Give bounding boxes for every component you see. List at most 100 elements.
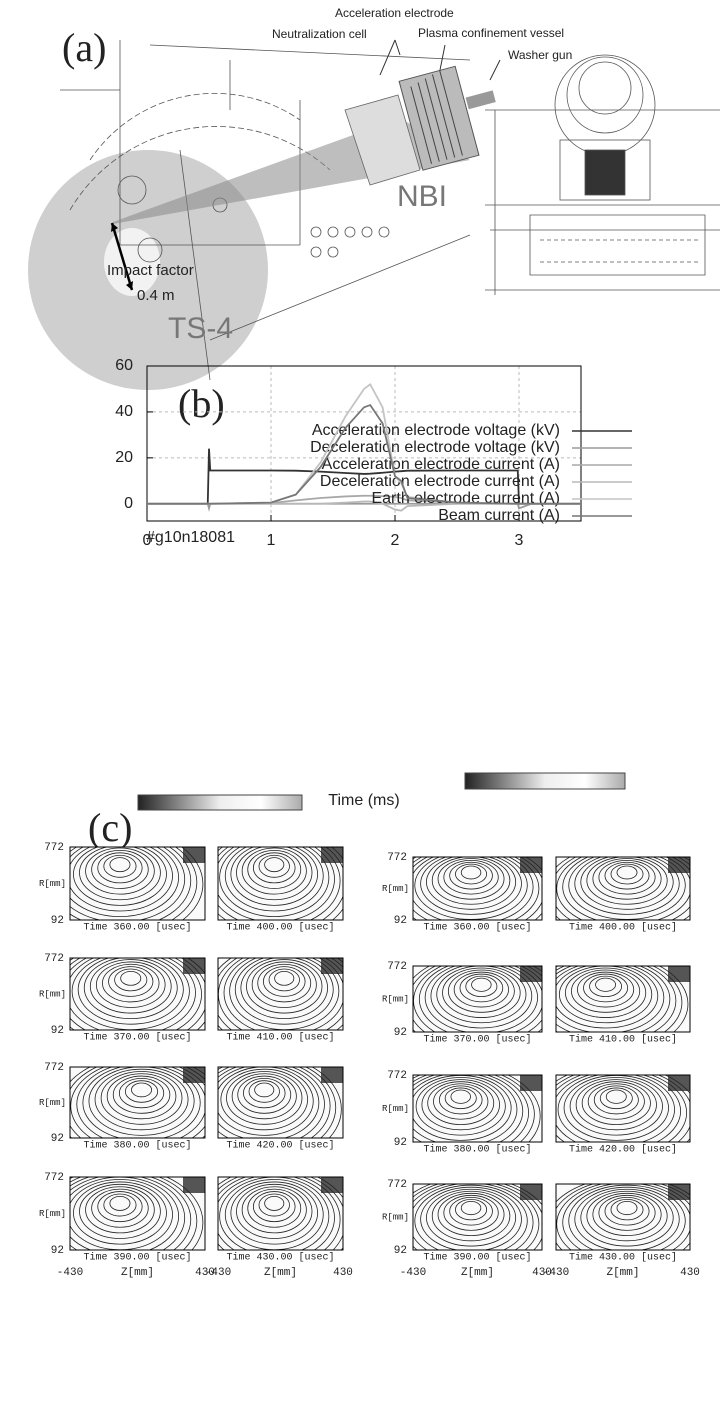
contour-line — [230, 1181, 319, 1245]
r-tick-label: 772 — [387, 1179, 407, 1191]
contour-line — [471, 977, 492, 992]
legend-label: Acceleration electrode current (A) — [322, 456, 560, 473]
contour-line — [237, 1075, 292, 1114]
legend-label: Deceleration electrode voltage (kV) — [310, 439, 560, 456]
contour-line — [414, 1184, 528, 1250]
legend-label: Earth electrode current (A) — [371, 490, 560, 507]
panel-label: (a) — [62, 25, 106, 70]
x-axis-label: Time (ms) — [328, 792, 399, 809]
contour-line — [88, 1067, 195, 1136]
contour-line — [443, 860, 499, 895]
r-tick-label: 92 — [394, 915, 407, 927]
r-axis-label: R[mm] — [39, 1209, 66, 1219]
r-tick-label: 92 — [51, 1245, 64, 1257]
r-tick-label: 772 — [387, 852, 407, 864]
contour-line — [118, 1077, 165, 1109]
contour-line — [242, 1077, 286, 1109]
contour-line — [125, 1080, 159, 1103]
contour-line — [558, 966, 653, 1024]
contour-line — [219, 847, 330, 917]
contour-plot — [556, 966, 690, 1032]
contour-line — [450, 1089, 471, 1104]
time-label: Time 430.00 [usec] — [226, 1252, 334, 1264]
contour-line — [112, 1075, 171, 1114]
contour-line — [442, 967, 521, 1018]
contour-line — [449, 861, 493, 890]
contour-line — [556, 966, 665, 1032]
contour-line — [413, 1075, 518, 1142]
z-tick-label: -430 — [205, 1267, 231, 1279]
contour-line — [595, 977, 617, 992]
z-axis-label: Z[mm] — [121, 1267, 154, 1279]
time-label: Time 360.00 [usec] — [423, 922, 531, 934]
contour-line — [70, 1177, 204, 1250]
contour-line — [568, 1184, 686, 1250]
contour-line — [85, 1186, 155, 1234]
contour-line — [556, 1184, 690, 1250]
contour-line — [571, 969, 641, 1013]
contour-line — [605, 1089, 627, 1104]
contour-plot — [70, 958, 205, 1030]
contour-panels: Time 360.00 [usec] 772 92 R[mm] Time 370.00 … — [39, 842, 700, 1279]
annotation: Neutralization cell — [272, 27, 367, 41]
contour-line — [420, 1186, 522, 1250]
contour-line — [224, 847, 324, 912]
contour-plot — [218, 1067, 343, 1138]
contour-line — [70, 847, 180, 917]
contour-line — [449, 1196, 493, 1226]
contour-plot — [413, 1184, 542, 1250]
plot-bg — [70, 847, 205, 920]
r-tick-label: 772 — [44, 1062, 64, 1074]
contour-line — [262, 966, 306, 997]
plot-frame — [69, 1066, 206, 1139]
contour-line — [556, 966, 671, 1032]
contour-line — [562, 1184, 690, 1250]
engineering-circles — [117, 175, 390, 263]
panel-label: (b) — [178, 381, 225, 426]
dark-corner — [520, 857, 542, 873]
time-label: Time 420.00 [usec] — [226, 1140, 334, 1152]
contour-plot — [413, 1075, 542, 1142]
contour-line — [103, 1193, 137, 1217]
chart-title: #g10n18081 — [146, 529, 235, 546]
engineering-lines — [60, 40, 471, 381]
contour-line — [444, 1087, 477, 1110]
annotation: 0.4 m — [137, 287, 175, 304]
contour-plot — [70, 1067, 205, 1138]
time-label: Time 400.00 [usec] — [569, 922, 677, 934]
neutralization-cell — [344, 94, 421, 186]
contour-line — [218, 1067, 337, 1138]
contour-line — [70, 1177, 186, 1250]
contour-line — [616, 865, 638, 880]
contour-line — [436, 966, 527, 1024]
contour-line — [247, 850, 302, 889]
contour-line — [311, 1067, 342, 1138]
contour-line — [70, 958, 196, 1030]
r-tick-label: 92 — [394, 1027, 407, 1039]
x-tick-label: 0 — [143, 532, 152, 549]
dark-corner — [183, 1177, 205, 1193]
contour-line — [556, 857, 690, 920]
contour-line — [85, 847, 155, 895]
contour-line — [264, 857, 285, 873]
side-view — [485, 54, 720, 295]
contour-line — [426, 857, 517, 910]
contour-line — [70, 847, 192, 920]
y-tick-label: 60 — [115, 357, 133, 374]
contour-line — [599, 1087, 633, 1110]
contour-plot — [218, 847, 343, 920]
contour-line — [91, 1188, 149, 1228]
annotation: Washer gun — [508, 48, 572, 62]
z-tick-label: 430 — [680, 1267, 700, 1279]
leader-lines — [379, 39, 501, 81]
contour-line — [455, 863, 488, 885]
contour-line — [598, 860, 656, 895]
contour-line — [89, 959, 172, 1014]
contour-line — [248, 1080, 280, 1103]
contour-line — [218, 847, 341, 920]
colorbar — [137, 794, 303, 811]
contour-line — [437, 858, 505, 900]
contour-line — [583, 973, 629, 1003]
time-label: Time 390.00 [usec] — [83, 1252, 191, 1264]
